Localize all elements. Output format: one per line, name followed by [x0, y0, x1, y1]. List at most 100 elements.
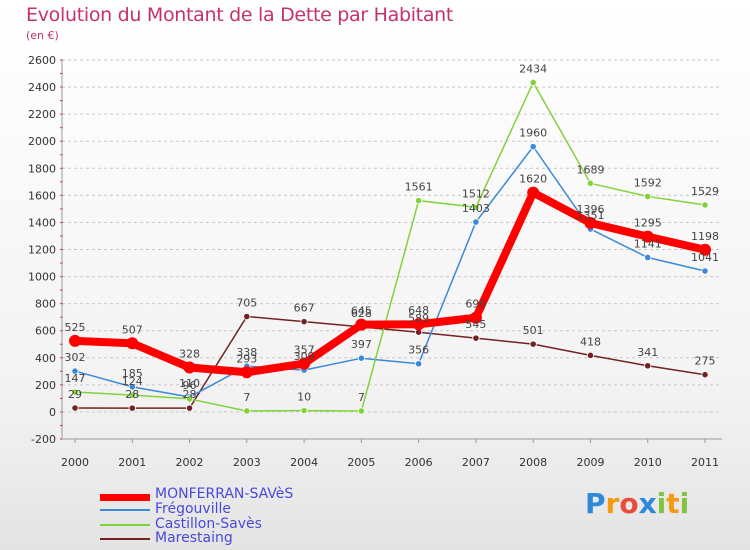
data-label: 648: [408, 304, 429, 317]
data-label: 589: [408, 312, 429, 325]
logo-letter: r: [605, 487, 620, 520]
data-label: 185: [122, 367, 143, 380]
data-label: 696: [465, 298, 486, 311]
data-label: 2434: [519, 62, 547, 75]
legend-label: Marestaing: [155, 530, 233, 546]
data-label: 1396: [576, 203, 604, 216]
data-label: 338: [236, 346, 257, 359]
data-point: [243, 407, 251, 415]
data-label: 28: [125, 388, 139, 401]
logo-letter: i: [679, 487, 690, 520]
data-label: 7: [358, 391, 365, 404]
y-tick-label: 2400: [28, 81, 56, 94]
data-label: 1689: [576, 163, 604, 176]
data-point: [469, 311, 482, 324]
y-tick-label: 200: [35, 379, 56, 392]
data-label: 1592: [634, 176, 662, 189]
data-label: 645: [351, 305, 372, 318]
data-point: [699, 243, 711, 256]
data-label: 1351: [576, 209, 604, 222]
data-point: [584, 216, 597, 229]
x-tick-label: 2005: [347, 456, 375, 469]
data-label: 10: [297, 391, 311, 404]
data-label: 1198: [691, 230, 719, 243]
legend-swatch: [100, 509, 150, 511]
data-label: 110: [179, 377, 200, 390]
data-label: 545: [465, 318, 486, 331]
x-tick-label: 2011: [691, 456, 719, 469]
data-label: 293: [236, 352, 257, 365]
y-tick-label: 600: [35, 325, 56, 338]
proxiti-logo: Proxiti: [585, 487, 689, 520]
legend-label: Castillon-Savès: [155, 516, 262, 532]
data-label: 328: [179, 348, 200, 361]
data-label: 1295: [634, 217, 662, 230]
data-point: [128, 391, 136, 399]
data-label: 356: [408, 344, 429, 357]
data-point: [586, 351, 595, 359]
y-tick-label: 1000: [28, 271, 56, 284]
data-label: 628: [351, 307, 372, 320]
data-point: [701, 267, 709, 275]
y-tick-label: 0: [49, 406, 56, 419]
logo-letter: o: [619, 487, 639, 520]
logo-letter: t: [666, 487, 680, 520]
x-tick-label: 2008: [519, 456, 547, 469]
axes: -200 0 200 400 600 800 1000 1200 1400 1600 1800 200…: [28, 54, 722, 469]
data-point: [300, 406, 308, 415]
data-label: 1041: [691, 251, 719, 264]
data-point: [357, 354, 365, 362]
data-point: [472, 218, 480, 226]
logo-letter: x: [638, 487, 657, 520]
data-point: [472, 203, 480, 211]
series-line: [74, 81, 706, 412]
data-point: [644, 362, 652, 370]
chart-subtitle: (en €): [26, 29, 59, 42]
data-point: [701, 371, 709, 379]
x-tick-label: 2002: [176, 456, 204, 469]
y-tick-label: 1800: [28, 162, 56, 175]
data-point: [472, 334, 480, 342]
y-tick-label: 1400: [28, 216, 56, 229]
data-label: 1529: [691, 185, 719, 198]
data-point: [126, 337, 139, 350]
y-tick-label: 2000: [28, 135, 56, 148]
data-point: [357, 407, 365, 415]
data-label: 501: [523, 324, 544, 337]
data-point: [586, 179, 595, 187]
data-label: 7: [243, 391, 250, 404]
legend-swatch: [100, 524, 150, 526]
y-tick-label: 2200: [28, 108, 56, 121]
data-point: [415, 197, 423, 205]
y-tick-label: 1200: [28, 244, 56, 257]
x-tick-label: 2003: [233, 456, 261, 469]
data-label: 302: [65, 351, 86, 364]
series-line: [71, 188, 709, 377]
data-label: 309: [294, 350, 315, 363]
data-label: 147: [65, 372, 86, 385]
data-point: [183, 361, 196, 374]
data-label: 507: [122, 323, 143, 336]
data-point: [644, 192, 652, 201]
data-label: 1403: [462, 202, 490, 215]
data-point: [240, 366, 253, 379]
data-label: 1960: [519, 127, 547, 140]
y-tick-label: -200: [31, 433, 56, 446]
legend-item-monferran: MONFERRAN-SAVèS: [100, 486, 400, 502]
data-label: 29: [68, 388, 82, 401]
data-label: 275: [695, 355, 716, 368]
data-label: 525: [65, 321, 86, 334]
data-label: 341: [637, 346, 658, 359]
data-point: [527, 186, 540, 199]
y-tick-label: 2600: [28, 54, 56, 67]
data-point: [128, 404, 136, 412]
data-point: [300, 318, 308, 326]
data-label: 357: [294, 344, 315, 357]
data-label: 705: [236, 297, 257, 310]
chart-title: Evolution du Montant de la Dette par Hab…: [26, 4, 454, 26]
data-point: [644, 253, 652, 262]
logo-letter: i: [656, 487, 667, 520]
data-point: [69, 334, 81, 347]
